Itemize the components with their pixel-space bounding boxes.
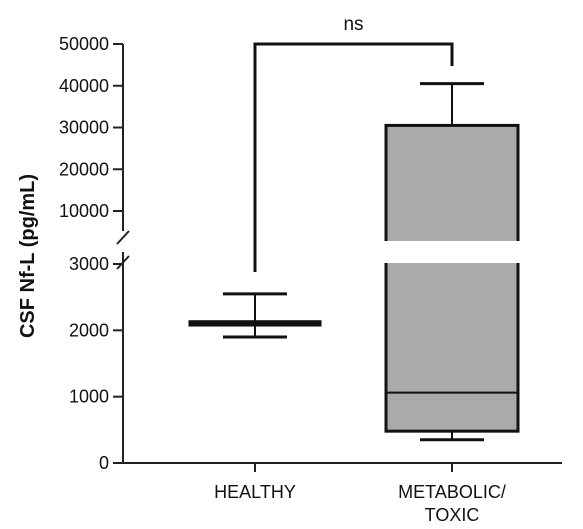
y-tick-label: 1000 xyxy=(69,387,109,407)
label-layer: CSF Nf-L (pg/mL) ns 0 1000 2000 3000 10000 20… xyxy=(17,14,506,525)
y-tick-label: 20000 xyxy=(59,159,109,179)
y-tick-label: 2000 xyxy=(69,320,109,340)
y-tick-label: 3000 xyxy=(69,254,109,274)
y-tick-label: 0 xyxy=(99,453,109,473)
box-layer xyxy=(188,42,522,442)
x-category-label: METABOLIC/ xyxy=(398,482,506,502)
y-axis-title: CSF Nf-L (pg/mL) xyxy=(17,174,39,338)
y-tick-label: 30000 xyxy=(59,118,109,138)
y-tick-label: 10000 xyxy=(59,201,109,221)
box-body xyxy=(384,123,520,433)
x-category-label: HEALTHY xyxy=(214,482,296,502)
y-axis-break-mark xyxy=(116,230,130,245)
y-axis-break-mark xyxy=(116,255,130,270)
axis-layer xyxy=(113,43,562,472)
significance-label: ns xyxy=(343,14,363,35)
y-tick-label: 40000 xyxy=(59,76,109,96)
significance-bracket xyxy=(253,42,454,272)
x-category-label: TOXIC xyxy=(425,505,480,525)
y-tick-label: 50000 xyxy=(59,34,109,54)
box-break-gap xyxy=(382,241,522,263)
